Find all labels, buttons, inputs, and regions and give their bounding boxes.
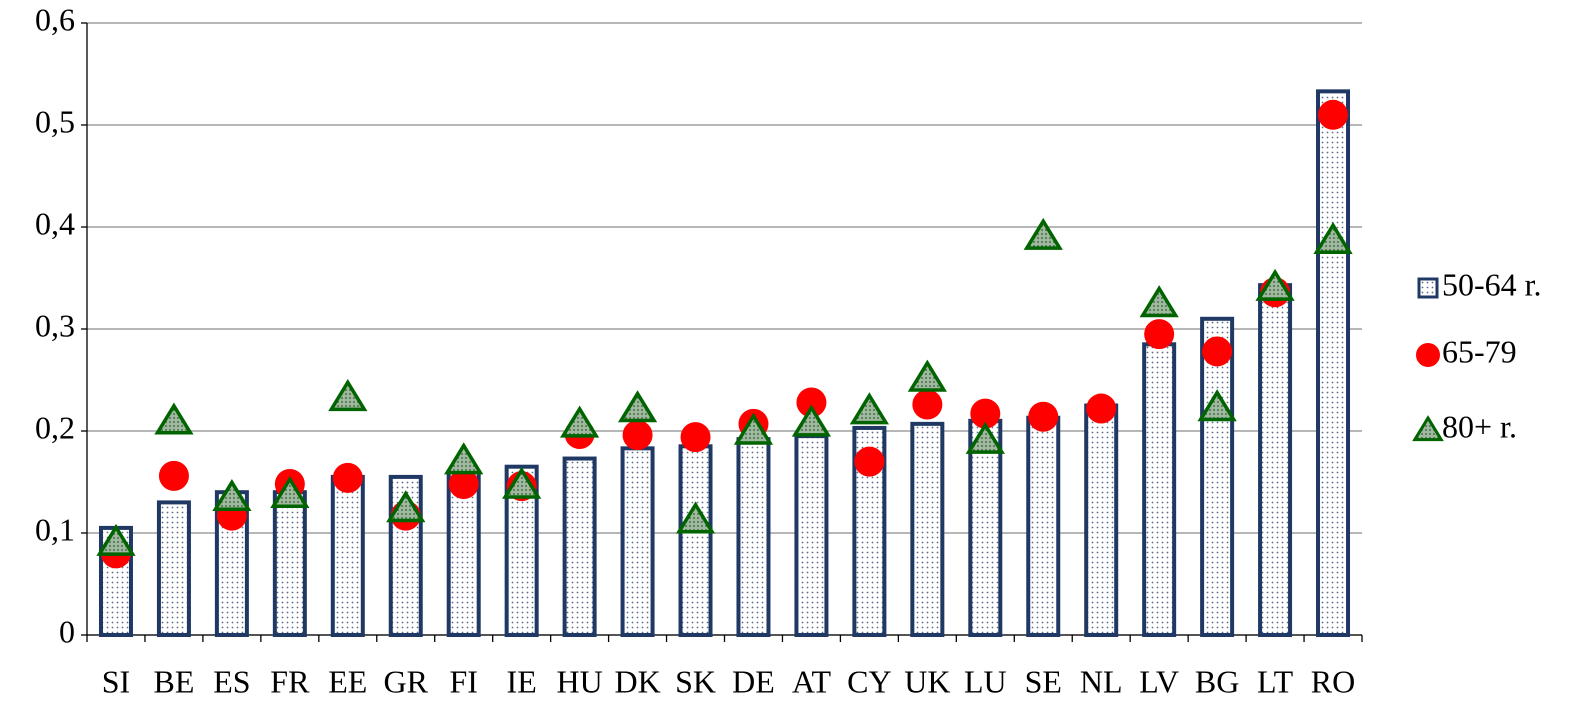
point	[448, 469, 479, 500]
legend-label: 65-79	[1442, 333, 1517, 369]
point	[733, 412, 774, 445]
point	[212, 478, 252, 512]
bar	[1084, 403, 1119, 637]
bar	[156, 500, 191, 637]
point	[1023, 217, 1063, 250]
point	[680, 422, 711, 453]
point	[1086, 393, 1117, 424]
point	[1202, 336, 1233, 367]
x-tick-label: UK	[904, 663, 950, 699]
x-tick-label: DK	[614, 663, 660, 699]
point	[1139, 285, 1179, 318]
y-tick-label: 0	[59, 613, 75, 649]
legend-label: 50-64 r.	[1442, 266, 1542, 302]
bar	[620, 446, 655, 637]
bar	[388, 474, 423, 637]
point	[622, 420, 653, 451]
point	[791, 404, 832, 437]
x-tick-label: AT	[792, 663, 832, 699]
point	[970, 398, 1001, 429]
y-tick-label: 0,6	[35, 1, 75, 37]
legend-swatch	[1417, 277, 1439, 299]
x-tick-label: FI	[449, 663, 477, 699]
x-tick-label: IE	[507, 663, 537, 699]
x-tick-label: FR	[270, 663, 310, 699]
bar	[1026, 415, 1061, 637]
x-tick-label: LV	[1139, 663, 1179, 699]
x-tick-label: ES	[213, 663, 250, 699]
point	[617, 390, 658, 423]
x-tick-label: SK	[675, 663, 716, 699]
bar	[1258, 283, 1293, 637]
x-tick-label: HU	[557, 663, 603, 699]
x-tick-label: CY	[847, 663, 891, 699]
point	[328, 378, 368, 412]
point	[158, 460, 189, 491]
point	[1313, 221, 1353, 255]
point	[1255, 268, 1295, 301]
point	[1318, 99, 1349, 130]
point	[912, 389, 943, 420]
bar	[1200, 316, 1235, 637]
bar	[1142, 342, 1177, 637]
bar	[1316, 89, 1351, 637]
bar	[910, 421, 945, 637]
x-tick-label: GR	[384, 663, 429, 699]
bar	[272, 490, 307, 638]
x-tick-label: BE	[153, 663, 194, 699]
bar	[678, 444, 713, 637]
bar	[446, 469, 481, 637]
legend-label: 80+ r.	[1442, 408, 1517, 444]
x-tick-label: EE	[328, 663, 367, 699]
point	[96, 523, 136, 556]
point	[849, 392, 890, 425]
point	[965, 421, 1005, 454]
point	[270, 475, 310, 508]
point	[502, 466, 542, 499]
point	[796, 387, 827, 418]
x-tick-label: LU	[964, 663, 1007, 699]
x-tick-label: SE	[1025, 663, 1062, 699]
point	[854, 446, 885, 477]
bar	[330, 474, 365, 637]
x-tick-label: RO	[1311, 663, 1355, 699]
point	[154, 402, 194, 435]
point	[1197, 389, 1237, 422]
y-tick-label: 0,1	[35, 511, 75, 547]
legend-swatch	[1416, 343, 1440, 367]
y-tick-label: 0,5	[35, 103, 75, 139]
legend-swatch	[1412, 415, 1444, 442]
point	[1028, 401, 1059, 432]
x-tick-label: BG	[1195, 663, 1239, 699]
y-tick-label: 0,3	[35, 307, 75, 343]
x-tick-label: NL	[1080, 663, 1123, 699]
x-tick-label: DE	[732, 663, 775, 699]
x-tick-label: LT	[1257, 663, 1294, 699]
point	[332, 462, 363, 493]
point	[1144, 319, 1175, 350]
point	[559, 405, 600, 438]
bar	[562, 456, 597, 638]
y-tick-label: 0,2	[35, 409, 75, 445]
x-tick-label: SI	[102, 663, 130, 699]
y-tick-label: 0,4	[35, 205, 75, 241]
point	[675, 501, 716, 534]
bar	[794, 434, 829, 637]
point	[444, 442, 484, 475]
bar	[736, 437, 771, 637]
point	[386, 490, 426, 523]
point	[907, 359, 947, 392]
